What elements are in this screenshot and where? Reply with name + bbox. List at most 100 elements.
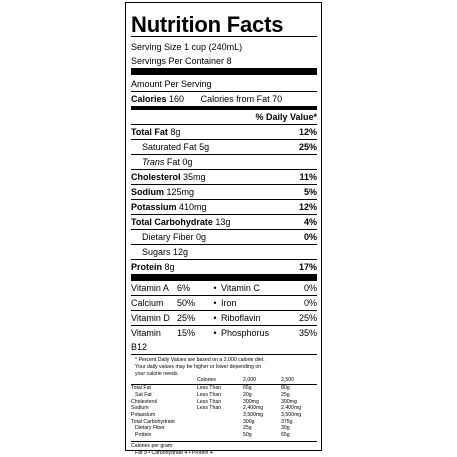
dv-condition: Less Than: [197, 405, 222, 412]
calories-row: Calories 160 Calories from Fat 70: [131, 92, 317, 110]
calories-per-gram-values: Fat 9 • Carbohydrate 4 • Protein 4: [135, 449, 213, 456]
calories-from-fat-label: Calories from Fat: [200, 94, 270, 104]
trans-fat-suffix: Fat: [166, 157, 180, 167]
servings-per-container-label: Servings Per Container: [131, 56, 225, 66]
total-fat-amount: 8g: [170, 127, 181, 137]
bullet: •: [213, 313, 217, 323]
cholesterol-dv: 11%: [299, 172, 317, 182]
vitamin-value: 6%: [177, 283, 191, 293]
dv-condition: [197, 419, 243, 426]
daily-value-header: % Daily Value*: [131, 110, 317, 125]
saturated-fat-dv: 25%: [298, 142, 317, 152]
trans-fat-label: Trans: [142, 157, 165, 167]
footnote-line: your calorie needs.: [135, 370, 179, 377]
dv-name: Sodium: [131, 405, 149, 412]
vitamin-name: Calcium: [131, 298, 164, 308]
vitamin-name: Phosphorus: [221, 328, 270, 338]
cholesterol-label: Cholesterol: [131, 172, 181, 182]
cholesterol-row: Cholesterol 35mg 11%: [131, 170, 317, 185]
sodium-row: Sodium 125mg 5%: [131, 185, 317, 200]
dv-2500: 65g: [281, 432, 290, 439]
saturated-fat-label: Saturated Fat: [142, 142, 197, 152]
vitamin-value: 0%: [303, 298, 317, 308]
saturated-fat-row: Saturated Fat 5g 25%: [131, 140, 317, 155]
total-carbohydrate-label: Total Carbohydrate: [131, 217, 213, 227]
footnote-line: Your daily values may be higher or lower…: [135, 363, 262, 370]
column-2000: 2,000: [243, 377, 281, 386]
saturated-fat-amount: 5g: [199, 142, 210, 152]
servings-per-container-value: 8: [226, 56, 232, 66]
potassium-label: Potassium: [131, 202, 177, 212]
daily-value-row: Total Fat Less Than 65g 80g: [131, 385, 317, 392]
vitamin-value: 35%: [298, 328, 317, 338]
vitamin-row: Vitamin A 6% • Vitamin C 0%: [131, 281, 317, 296]
cholesterol-amount: 35mg: [183, 172, 206, 182]
sodium-label: Sodium: [131, 187, 164, 197]
column-2500: 2,500: [281, 377, 317, 386]
amount-per-serving: Amount Per Serving: [131, 77, 317, 92]
daily-value-row: Sat Fat Less Than 20g 25g: [131, 392, 317, 399]
dv-2000: 20g: [243, 391, 252, 398]
dietary-fiber-amount: 0g: [196, 232, 207, 242]
dv-2500: 25g: [281, 391, 290, 398]
calories-per-gram-title: Calories per gram:: [131, 442, 174, 449]
dv-name: Protein: [135, 432, 152, 439]
dv-name: Potassium: [131, 411, 156, 418]
nutrition-facts-label: Nutrition Facts Serving Size 1 cup (240m…: [125, 2, 322, 456]
dv-2500: 375g: [281, 418, 293, 425]
footnote-line: * Percent Daily Values are based on a 2,…: [135, 357, 265, 363]
label-title: Nutrition Facts: [131, 14, 317, 37]
daily-value-row: Potassium 3,500mg 3,500mg: [131, 412, 317, 419]
daily-value-row: Total Carbohydrate 300g 375g: [131, 419, 317, 426]
trans-fat-row: Trans Fat 0g: [131, 155, 317, 170]
vitamin-name: Vitamin C: [221, 283, 260, 293]
dv-2000: 300mg: [243, 398, 259, 405]
vitamin-name: Vitamin D: [131, 313, 170, 323]
sugars-label: Sugars: [142, 247, 171, 257]
vitamin-value: 15%: [177, 328, 196, 338]
vitamin-name: Vitamin B12: [131, 328, 161, 352]
dietary-fiber-row: Dietary Fiber 0g 0%: [131, 230, 317, 245]
dv-condition: Less Than: [197, 385, 222, 392]
dietary-fiber-label: Dietary Fiber: [142, 232, 194, 242]
dv-2500: 3,500mg: [281, 411, 302, 418]
footnote: * Percent Daily Values are based on a 2,…: [131, 357, 317, 377]
vitamin-value: 25%: [177, 313, 196, 323]
dv-name: Total Fat: [131, 385, 151, 392]
vitamin-row: Vitamin D 25% • Riboflavin 25%: [131, 311, 317, 326]
dv-name: Total Carbohydrate: [131, 418, 175, 425]
serving-size-row: Serving Size 1 cup (240mL): [131, 40, 317, 54]
trans-fat-amount: 0g: [182, 157, 193, 167]
total-fat-dv: 12%: [298, 127, 317, 137]
dv-2500: 30g: [281, 425, 290, 432]
calories-column-label: Calories: [197, 377, 243, 386]
potassium-row: Potassium 410mg 12%: [131, 200, 317, 215]
protein-row: Protein 8g 17%: [131, 260, 317, 281]
bullet: •: [213, 298, 217, 308]
dv-name: Sat Fat: [135, 391, 152, 398]
serving-size-value: 1 cup (240mL): [184, 42, 243, 52]
total-carbohydrate-amount: 13g: [215, 217, 231, 227]
protein-amount: 8g: [164, 262, 175, 272]
divider: [131, 440, 317, 442]
dv-2500: 80g: [281, 385, 290, 392]
dv-2000: 25g: [243, 425, 252, 432]
dv-condition: [197, 425, 243, 432]
daily-value-table: Calories 2,000 2,500 Total Fat Less Than…: [131, 377, 317, 438]
servings-per-container-row: Servings Per Container 8: [131, 54, 317, 75]
serving-size-label: Serving Size: [131, 42, 182, 52]
protein-dv: 17%: [298, 262, 317, 272]
daily-value-row: Dietary Fiber 25g 30g: [131, 425, 317, 432]
daily-value-header-row: Calories 2,000 2,500: [131, 377, 317, 386]
vitamin-name: Iron: [221, 298, 237, 308]
dv-2000: 3,500mg: [243, 411, 264, 418]
sugars-row: Sugars 12g: [131, 245, 317, 260]
vitamin-value: 25%: [298, 313, 317, 323]
vitamin-row: Vitamin B12 15% • Phosphorus 35%: [131, 326, 317, 355]
daily-value-row: Protein 50g 65g: [131, 432, 317, 439]
total-carbohydrate-row: Total Carbohydrate 13g 4%: [131, 215, 317, 230]
daily-value-row: Cholesterol Less Than 300mg 300mg: [131, 399, 317, 406]
dv-2000: 2,400mg: [243, 405, 264, 412]
sugars-amount: 12g: [173, 247, 189, 257]
vitamin-value: 50%: [177, 298, 196, 308]
